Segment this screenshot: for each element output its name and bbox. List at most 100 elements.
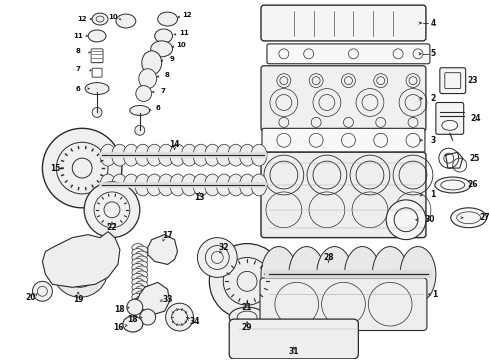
Ellipse shape — [228, 174, 244, 196]
Ellipse shape — [132, 283, 144, 291]
Ellipse shape — [147, 144, 162, 166]
Ellipse shape — [92, 108, 102, 117]
Text: 15: 15 — [50, 163, 61, 172]
Ellipse shape — [193, 174, 209, 196]
Text: 12: 12 — [183, 12, 192, 18]
Ellipse shape — [261, 247, 297, 302]
Ellipse shape — [317, 247, 352, 302]
Ellipse shape — [136, 296, 148, 304]
Ellipse shape — [139, 69, 157, 89]
Ellipse shape — [112, 174, 127, 196]
Text: 4: 4 — [430, 18, 436, 27]
Polygon shape — [148, 235, 177, 265]
Ellipse shape — [132, 278, 144, 286]
Ellipse shape — [136, 281, 148, 289]
Ellipse shape — [132, 293, 144, 301]
Text: 11: 11 — [74, 33, 83, 39]
Text: 1: 1 — [430, 190, 436, 199]
Text: 31: 31 — [289, 347, 299, 356]
Ellipse shape — [251, 144, 267, 166]
Text: 25: 25 — [469, 154, 480, 163]
Polygon shape — [137, 282, 170, 314]
Text: 22: 22 — [107, 223, 117, 232]
Text: 17: 17 — [162, 231, 173, 240]
Text: 7: 7 — [160, 87, 165, 94]
Text: 8: 8 — [164, 72, 169, 78]
Text: 28: 28 — [323, 253, 334, 262]
Ellipse shape — [170, 174, 186, 196]
Text: 21: 21 — [242, 303, 252, 312]
Ellipse shape — [151, 41, 172, 57]
Ellipse shape — [209, 244, 285, 319]
Ellipse shape — [136, 286, 148, 294]
FancyBboxPatch shape — [229, 319, 358, 359]
FancyBboxPatch shape — [260, 278, 427, 330]
Text: 5: 5 — [430, 49, 436, 58]
Ellipse shape — [136, 256, 148, 264]
Text: 26: 26 — [467, 180, 478, 189]
Ellipse shape — [228, 144, 244, 166]
Ellipse shape — [136, 266, 148, 274]
Ellipse shape — [132, 273, 144, 282]
Ellipse shape — [136, 86, 152, 102]
Ellipse shape — [240, 144, 255, 166]
Ellipse shape — [136, 246, 148, 254]
FancyBboxPatch shape — [440, 68, 465, 94]
Ellipse shape — [400, 247, 436, 302]
Text: 34: 34 — [189, 316, 200, 325]
Text: 30: 30 — [425, 215, 435, 224]
Text: 19: 19 — [73, 295, 83, 304]
Ellipse shape — [136, 276, 148, 284]
Text: 7: 7 — [76, 66, 81, 72]
Ellipse shape — [386, 200, 426, 240]
Ellipse shape — [372, 247, 408, 302]
Ellipse shape — [136, 271, 148, 279]
Ellipse shape — [123, 316, 143, 332]
Ellipse shape — [251, 174, 267, 196]
Ellipse shape — [135, 144, 151, 166]
Text: 14: 14 — [170, 140, 180, 149]
Ellipse shape — [158, 144, 174, 166]
Ellipse shape — [181, 144, 197, 166]
Ellipse shape — [147, 174, 162, 196]
Ellipse shape — [344, 247, 380, 302]
Ellipse shape — [132, 264, 144, 271]
FancyBboxPatch shape — [262, 128, 425, 152]
Text: 13: 13 — [194, 193, 205, 202]
Text: 27: 27 — [479, 213, 490, 222]
Ellipse shape — [136, 251, 148, 259]
Text: 29: 29 — [242, 323, 252, 332]
Ellipse shape — [451, 208, 487, 228]
Ellipse shape — [132, 258, 144, 266]
Ellipse shape — [216, 144, 232, 166]
Text: 8: 8 — [76, 48, 81, 54]
Ellipse shape — [132, 248, 144, 257]
Ellipse shape — [170, 144, 186, 166]
Ellipse shape — [140, 309, 156, 325]
Ellipse shape — [123, 144, 139, 166]
Text: 11: 11 — [180, 30, 189, 36]
Ellipse shape — [135, 174, 151, 196]
Ellipse shape — [136, 301, 148, 309]
Ellipse shape — [88, 30, 106, 42]
Text: 24: 24 — [470, 114, 481, 123]
Ellipse shape — [181, 174, 197, 196]
Ellipse shape — [132, 269, 144, 276]
Text: 20: 20 — [25, 293, 36, 302]
Ellipse shape — [229, 307, 265, 327]
Ellipse shape — [132, 253, 144, 261]
Text: 18: 18 — [115, 305, 125, 314]
Ellipse shape — [289, 247, 324, 302]
Text: 6: 6 — [76, 86, 80, 91]
Ellipse shape — [100, 174, 116, 196]
Ellipse shape — [205, 174, 220, 196]
Ellipse shape — [127, 299, 143, 315]
Ellipse shape — [136, 306, 148, 314]
Ellipse shape — [158, 12, 177, 26]
Ellipse shape — [92, 13, 108, 25]
FancyBboxPatch shape — [261, 5, 426, 41]
Ellipse shape — [135, 125, 145, 135]
Ellipse shape — [166, 303, 194, 331]
Ellipse shape — [43, 128, 122, 208]
Text: 32: 32 — [219, 243, 229, 252]
